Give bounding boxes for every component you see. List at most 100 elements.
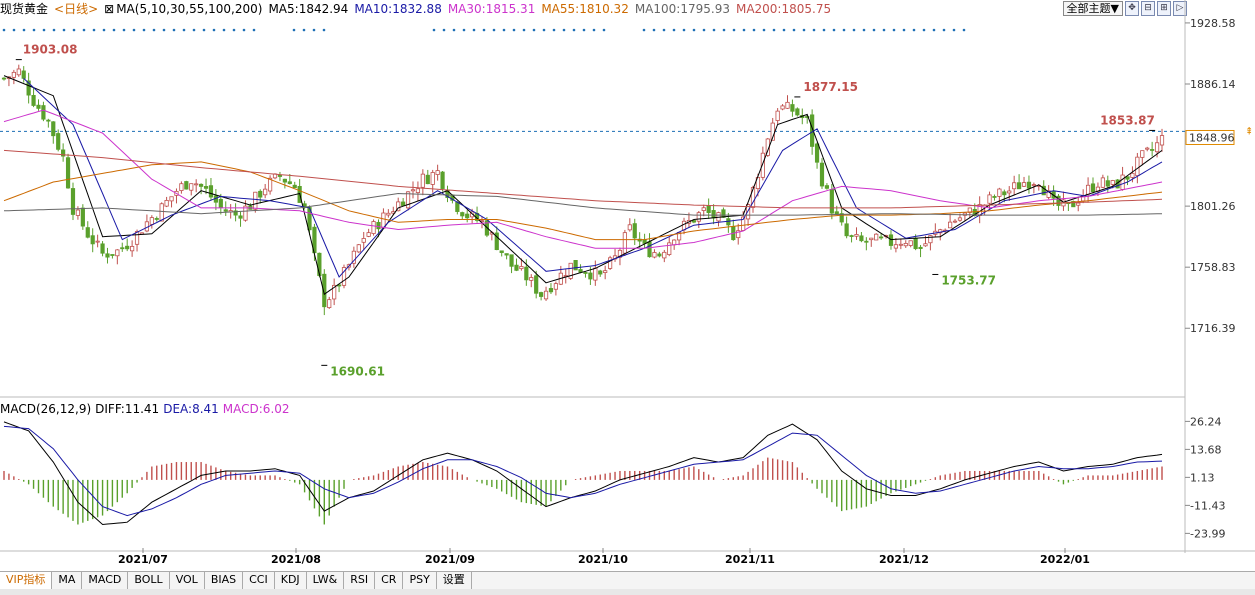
candle — [361, 231, 366, 251]
candle — [598, 269, 603, 277]
macd-dea: DEA:8.41 — [163, 402, 219, 416]
candle — [282, 178, 287, 189]
zoom-in-icon[interactable]: ⊞ — [1157, 1, 1171, 16]
x-tick-label: 2021/08 — [271, 553, 321, 566]
expand-icon[interactable]: ✥ — [1125, 1, 1139, 16]
candle — [174, 188, 179, 204]
tab-2[interactable]: MACD — [82, 572, 129, 589]
candle — [351, 246, 356, 268]
candle — [543, 286, 549, 301]
period-selector[interactable]: <日线> — [54, 2, 99, 16]
macd-tick-label: 1.13 — [1190, 471, 1215, 484]
candle — [839, 206, 844, 226]
candle — [548, 283, 554, 294]
candle — [144, 214, 150, 233]
candle — [824, 183, 830, 190]
extreme-price-label: 1690.61 — [330, 364, 385, 378]
candle — [1125, 176, 1130, 186]
candle — [864, 237, 869, 251]
candle — [908, 240, 913, 248]
candle — [529, 274, 534, 288]
candle — [918, 244, 923, 258]
tab-9[interactable]: RSI — [344, 572, 376, 589]
ma-settings-icon[interactable]: ⊠ — [104, 2, 115, 16]
candle — [952, 218, 958, 224]
candle — [1002, 189, 1007, 203]
tab-7[interactable]: KDJ — [274, 572, 307, 589]
tab-6[interactable]: CCI — [243, 572, 275, 589]
ma-line-MA200 — [3, 149, 1163, 209]
candle — [1140, 150, 1145, 165]
candle — [208, 178, 214, 201]
zoom-out-icon[interactable]: ⊟ — [1141, 1, 1155, 16]
tab-10[interactable]: CR — [375, 572, 404, 589]
candle — [322, 269, 327, 316]
ma-values: MA5:1842.94 MA10:1832.88 MA30:1815.31 MA55:… — [268, 2, 837, 16]
candle — [814, 142, 820, 169]
candle — [711, 204, 716, 225]
tab-4[interactable]: VOL — [169, 572, 205, 589]
candle — [612, 248, 618, 262]
scroll-end-icon[interactable]: ▷ — [1173, 1, 1187, 16]
candle — [938, 228, 943, 241]
candle — [1016, 174, 1022, 190]
theme-button[interactable]: 全部主题▼ — [1062, 1, 1123, 16]
candle — [662, 249, 667, 263]
extreme-price-label: 1753.77 — [941, 273, 996, 287]
candle — [539, 291, 544, 301]
candle — [292, 181, 297, 189]
candle — [780, 104, 785, 111]
candle — [194, 179, 199, 193]
horizontal-scrollbar[interactable] — [0, 589, 1255, 595]
tab-8[interactable]: LW& — [306, 572, 345, 589]
candle — [681, 217, 687, 235]
candle — [366, 228, 371, 238]
candle — [65, 153, 71, 189]
extreme-price-label: 1853.87 — [1100, 113, 1155, 127]
candle — [504, 253, 509, 260]
candle — [445, 185, 450, 203]
candle — [415, 181, 421, 202]
candle — [795, 107, 800, 117]
candle — [16, 64, 21, 77]
candle — [657, 251, 662, 258]
ma-line-MA30 — [3, 109, 1163, 249]
tab-0[interactable]: VIP指标 — [0, 572, 53, 589]
candle — [494, 226, 499, 251]
chart-toolbar: 全部主题▼ ✥ ⊟ ⊞ ▷ — [1062, 1, 1187, 16]
candle — [356, 243, 361, 254]
tab-11[interactable]: PSY — [403, 572, 437, 589]
candle — [332, 278, 337, 306]
candle — [248, 203, 253, 210]
price-tick-label: 1886.14 — [1190, 78, 1236, 91]
candle — [903, 240, 908, 248]
tab-12[interactable]: 设置 — [436, 572, 472, 589]
macd-diff-line — [3, 421, 1163, 526]
candle — [149, 215, 154, 229]
candle — [233, 203, 238, 222]
ma-value-5: MA200:1805.75 — [735, 2, 832, 16]
candle — [534, 270, 539, 299]
tab-3[interactable]: BOLL — [128, 572, 170, 589]
price-tick-label: 1716.39 — [1190, 322, 1236, 335]
macd-tick-label: 26.24 — [1190, 415, 1222, 428]
candle — [627, 218, 632, 232]
x-tick-label: 2021/09 — [425, 553, 475, 566]
candle — [977, 196, 982, 224]
candle — [420, 169, 425, 196]
ma-value-1: MA10:1832.88 — [354, 2, 442, 16]
tab-1[interactable]: MA — [52, 572, 83, 589]
candle — [933, 223, 938, 238]
tab-5[interactable]: BIAS — [204, 572, 244, 589]
extreme-price-label: 1877.15 — [803, 80, 858, 94]
candle — [258, 189, 263, 204]
candle — [893, 238, 899, 253]
ma-value-4: MA100:1795.93 — [634, 2, 730, 16]
candle — [603, 265, 608, 280]
candle — [134, 229, 140, 252]
chart-canvas[interactable]: 1928.58 1886.14 1801.26 1758.83 1716.39 26.24… — [0, 0, 1255, 553]
candle — [238, 211, 243, 227]
candle — [115, 249, 120, 265]
current-price-label: 1848.96 — [1189, 131, 1235, 144]
candle — [553, 281, 558, 296]
